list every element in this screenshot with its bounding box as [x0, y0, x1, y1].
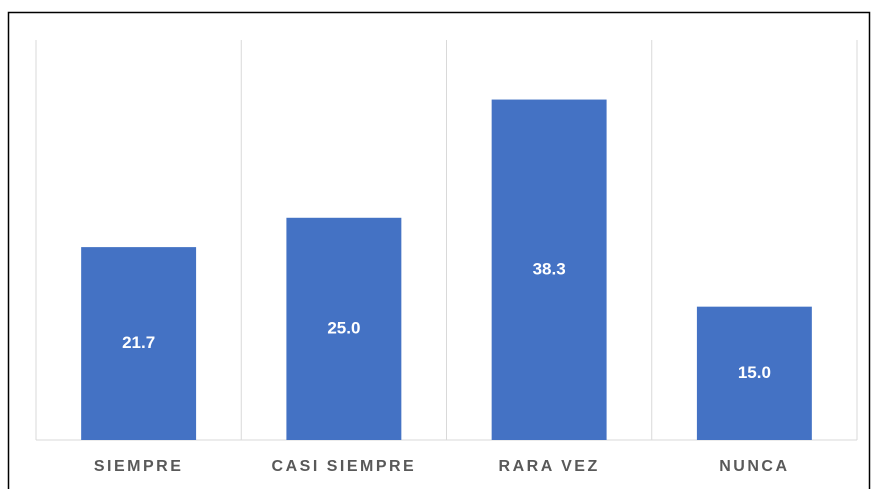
data-label: 25.0: [327, 318, 360, 337]
x-tick-label: SIEMPRE: [94, 458, 184, 475]
bar: [81, 247, 197, 440]
data-label: 38.3: [533, 259, 566, 278]
bar: [696, 306, 812, 440]
x-tick-label: NUNCA: [719, 458, 789, 475]
bar: [286, 217, 402, 440]
data-label: 15.0: [738, 363, 771, 382]
x-tick-label: RARA VEZ: [499, 458, 600, 475]
bar: [491, 99, 607, 441]
data-label: 21.7: [122, 333, 155, 352]
x-tick-label: CASI SIEMPRE: [272, 458, 417, 475]
